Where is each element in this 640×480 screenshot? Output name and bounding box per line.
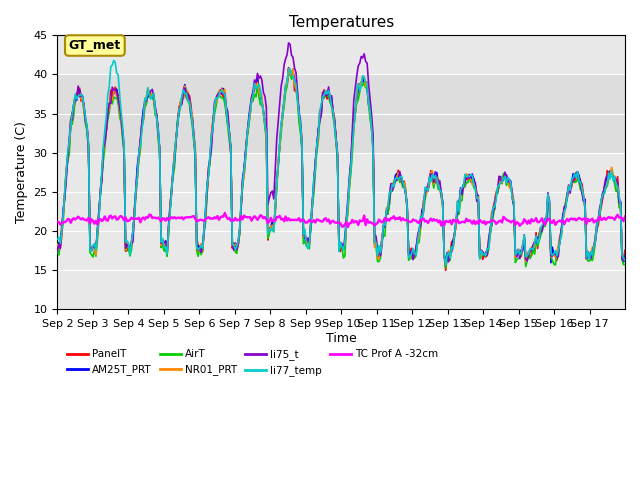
li75_t bbox=[91, 244, 99, 250]
li75_t bbox=[54, 249, 61, 254]
AirT bbox=[442, 265, 449, 271]
AirT bbox=[545, 203, 553, 208]
Text: GT_met: GT_met bbox=[68, 39, 121, 52]
AM25T_PRT bbox=[347, 165, 355, 170]
Line: li75_t: li75_t bbox=[58, 43, 625, 263]
Line: AirT: AirT bbox=[58, 71, 625, 268]
AM25T_PRT bbox=[544, 194, 552, 200]
li75_t bbox=[461, 179, 468, 185]
li77_temp bbox=[621, 258, 629, 264]
NR01_PRT bbox=[620, 257, 627, 263]
AM25T_PRT bbox=[54, 244, 61, 250]
AirT bbox=[461, 184, 468, 190]
TC Prof A -32cm bbox=[545, 216, 553, 221]
PanelT bbox=[73, 90, 81, 96]
AirT bbox=[73, 90, 81, 96]
TC Prof A -32cm bbox=[221, 210, 228, 216]
li77_temp bbox=[620, 255, 627, 261]
li77_temp bbox=[442, 262, 449, 268]
PanelT bbox=[545, 199, 553, 205]
Line: li77_temp: li77_temp bbox=[58, 60, 625, 265]
PanelT bbox=[442, 267, 449, 273]
AirT bbox=[54, 249, 61, 254]
TC Prof A -32cm bbox=[54, 219, 61, 225]
AirT bbox=[347, 171, 355, 177]
TC Prof A -32cm bbox=[91, 221, 99, 227]
NR01_PRT bbox=[545, 202, 553, 208]
TC Prof A -32cm bbox=[620, 218, 627, 224]
AirT bbox=[91, 248, 99, 253]
AM25T_PRT bbox=[621, 258, 629, 264]
TC Prof A -32cm bbox=[348, 217, 356, 223]
PanelT bbox=[91, 242, 99, 248]
AM25T_PRT bbox=[547, 260, 555, 265]
AM25T_PRT bbox=[620, 259, 627, 264]
PanelT bbox=[621, 247, 629, 253]
TC Prof A -32cm bbox=[73, 216, 81, 221]
TC Prof A -32cm bbox=[461, 219, 468, 225]
NR01_PRT bbox=[347, 161, 355, 167]
AM25T_PRT bbox=[460, 182, 467, 188]
NR01_PRT bbox=[73, 91, 81, 97]
Line: AM25T_PRT: AM25T_PRT bbox=[58, 68, 625, 263]
li77_temp bbox=[461, 171, 468, 177]
PanelT bbox=[54, 245, 61, 251]
li75_t bbox=[620, 258, 627, 264]
NR01_PRT bbox=[54, 241, 61, 247]
AirT bbox=[285, 68, 292, 74]
li75_t bbox=[621, 252, 629, 258]
Line: NR01_PRT: NR01_PRT bbox=[58, 69, 625, 262]
AM25T_PRT bbox=[91, 246, 99, 252]
PanelT bbox=[620, 257, 627, 263]
li77_temp bbox=[347, 164, 355, 170]
Y-axis label: Temperature (C): Temperature (C) bbox=[15, 121, 28, 223]
NR01_PRT bbox=[285, 66, 292, 72]
li75_t bbox=[285, 40, 292, 46]
Bar bbox=[58, 74, 625, 153]
AirT bbox=[620, 262, 627, 267]
X-axis label: Time: Time bbox=[326, 332, 356, 345]
Title: Temperatures: Temperatures bbox=[289, 15, 394, 30]
li75_t bbox=[442, 260, 449, 265]
TC Prof A -32cm bbox=[621, 214, 629, 219]
li77_temp bbox=[91, 240, 99, 246]
Legend: PanelT, AM25T_PRT, AirT, NR01_PRT, li75_t, li77_temp, TC Prof A -32cm: PanelT, AM25T_PRT, AirT, NR01_PRT, li75_… bbox=[63, 345, 443, 381]
AirT bbox=[621, 262, 629, 267]
PanelT bbox=[461, 178, 468, 183]
li75_t bbox=[347, 158, 355, 164]
NR01_PRT bbox=[91, 245, 99, 251]
li77_temp bbox=[545, 199, 553, 204]
TC Prof A -32cm bbox=[344, 224, 352, 230]
PanelT bbox=[347, 161, 355, 167]
li77_temp bbox=[73, 96, 81, 102]
AM25T_PRT bbox=[73, 97, 81, 103]
li75_t bbox=[73, 95, 81, 100]
PanelT bbox=[285, 65, 292, 71]
NR01_PRT bbox=[621, 254, 629, 260]
li77_temp bbox=[110, 58, 118, 63]
li75_t bbox=[545, 204, 553, 210]
NR01_PRT bbox=[522, 259, 529, 264]
NR01_PRT bbox=[460, 186, 467, 192]
li77_temp bbox=[54, 236, 61, 242]
Line: TC Prof A -32cm: TC Prof A -32cm bbox=[58, 213, 625, 227]
AM25T_PRT bbox=[285, 65, 292, 71]
Line: PanelT: PanelT bbox=[58, 68, 625, 270]
